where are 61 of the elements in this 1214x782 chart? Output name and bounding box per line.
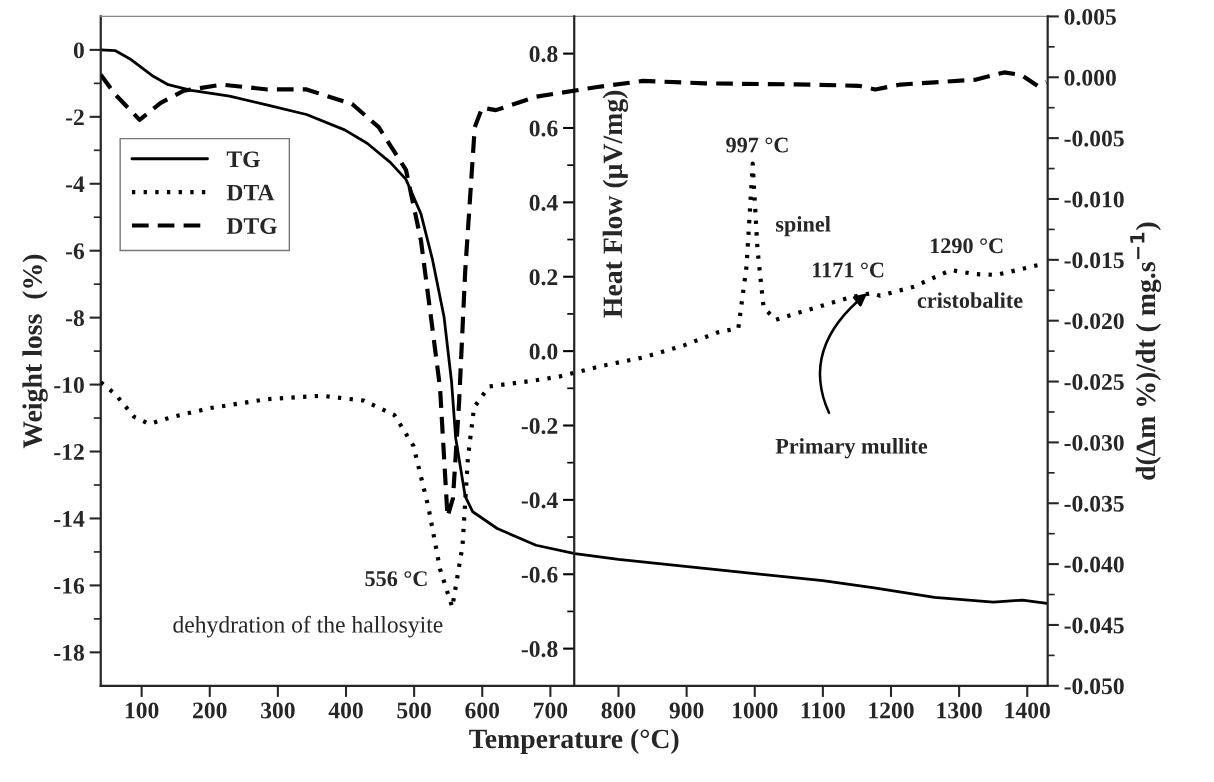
y-tick-label: -18 — [54, 644, 85, 661]
x-tick-label: 1200 — [869, 702, 914, 719]
legend-label: DTA — [226, 184, 275, 201]
y-tick-label: -6 — [65, 243, 85, 260]
line-series — [100, 48, 1048, 605]
y-tick-label: 0 — [73, 42, 84, 59]
annotation: cristobalite — [917, 292, 1023, 308]
y2-axis-title: Heat Flow (μV/mg) — [602, 90, 629, 318]
x-tick-label: 400 — [328, 702, 363, 719]
annotation: 556 °C — [365, 571, 427, 587]
y-tick-label: -16 — [54, 577, 85, 594]
y2-tick-label: 0.4 — [529, 194, 558, 211]
x-tick-label: 600 — [465, 702, 500, 719]
y-tick-label: -10 — [54, 377, 84, 394]
y-tick-label: -8 — [65, 310, 85, 327]
annotation: 1290 °C — [930, 238, 1003, 254]
y3-tick-label: -0.020 — [1064, 313, 1124, 330]
legend-label: TG — [226, 151, 260, 168]
x-axis-title: Temperature (°C) — [469, 728, 679, 754]
y2-tick-label: -0.6 — [521, 566, 558, 583]
y3-tick-label: -0.040 — [1064, 556, 1124, 573]
x-tick-label: 1000 — [733, 702, 778, 719]
x-tick-label: 100 — [125, 702, 159, 719]
annotation: Primary mullite — [775, 438, 928, 459]
y2-tick-label: -0.8 — [521, 641, 558, 658]
y-tick-label: -4 — [65, 176, 85, 192]
x-tick-label: 500 — [397, 702, 431, 719]
y2-tick-label: 0.8 — [529, 46, 558, 63]
y3-axis-title: d(Δm %)/dt ( mg.s$^{−1}$) — [1130, 222, 1162, 480]
y-tick-label: -2 — [65, 109, 84, 126]
annotation: dehydration of the hallosyite — [173, 615, 443, 638]
x-tick-label: 200 — [193, 702, 227, 719]
y2-tick-label: -0.2 — [521, 417, 558, 435]
annotation: spinel — [776, 216, 831, 237]
y2-tick-label: 0.6 — [529, 120, 558, 137]
x-tick-label: 1400 — [1005, 702, 1050, 719]
x-tick-label: 900 — [669, 702, 704, 719]
y2-tick-label: -0.4 — [521, 492, 558, 509]
y-tick-label: -12 — [54, 444, 84, 460]
y3-tick-label: 0.000 — [1064, 69, 1116, 86]
y-axis-title: Weight loss (%) — [22, 254, 48, 449]
x-tick-label: 300 — [261, 702, 295, 719]
y3-tick-label: -0.045 — [1064, 617, 1124, 634]
y3-tick-label: -0.035 — [1064, 495, 1124, 512]
y2-tick-label: 0.0 — [529, 343, 558, 360]
x-tick-label: 1300 — [937, 702, 982, 719]
legend-label: DTG — [226, 218, 277, 234]
annotation: 1171 °C — [813, 262, 884, 278]
y-tick-label: -14 — [54, 511, 85, 527]
x-tick-label: 1100 — [801, 702, 845, 719]
y3-tick-label: 0.005 — [1064, 8, 1116, 25]
y3-tick-label: -0.010 — [1064, 191, 1124, 208]
y3-tick-label: -0.015 — [1064, 252, 1124, 269]
x-tick-label: 800 — [601, 702, 636, 719]
y3-tick-label: -0.050 — [1064, 678, 1124, 695]
x-tick-label: 700 — [534, 702, 568, 719]
y3-tick-label: -0.005 — [1064, 130, 1124, 147]
y3-tick-label: -0.030 — [1064, 434, 1124, 451]
annotation: 997 °C — [726, 137, 788, 153]
y3-tick-label: -0.025 — [1064, 374, 1124, 391]
y2-tick-label: 0.2 — [529, 269, 558, 286]
